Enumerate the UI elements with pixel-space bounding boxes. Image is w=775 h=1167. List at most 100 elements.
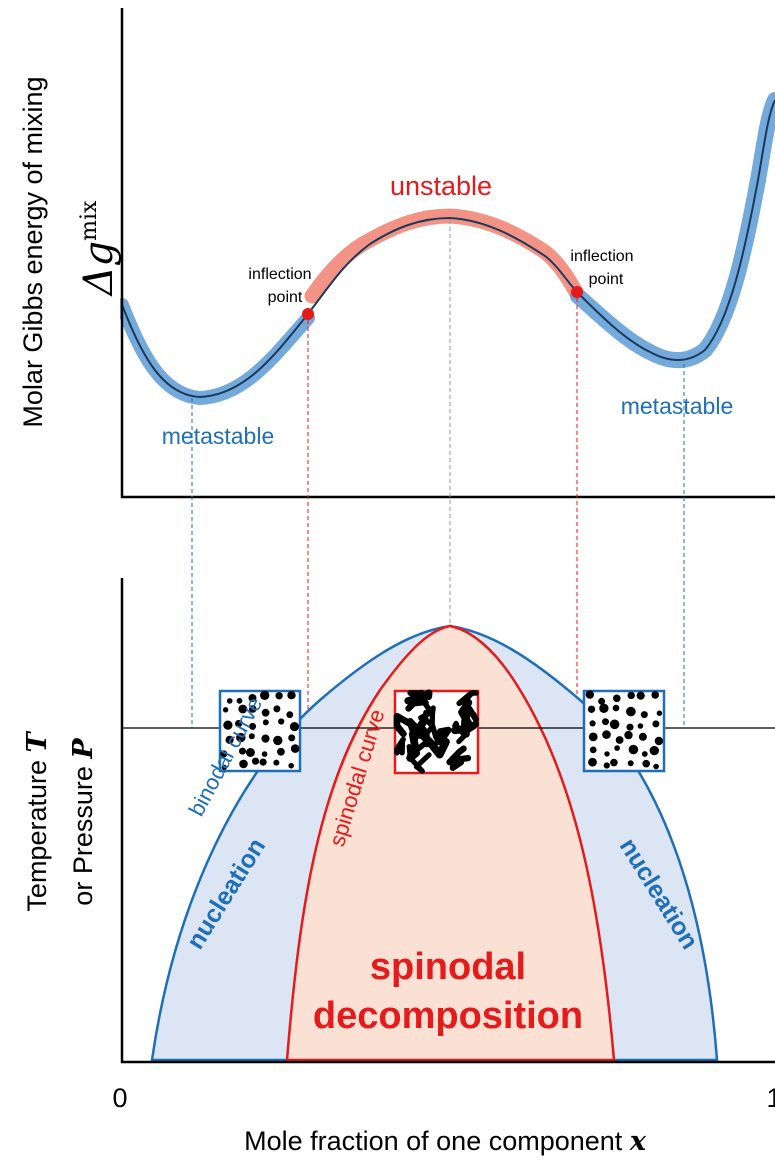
droplet	[652, 720, 660, 728]
pressure-symbol: P	[68, 738, 99, 760]
droplet	[610, 758, 618, 767]
top-y-symbol-text: Δgmix	[76, 200, 122, 297]
top-y-label-text: Molar Gibbs energy of mixing	[18, 76, 48, 427]
droplet	[290, 744, 300, 753]
spinodal-domain	[449, 755, 465, 771]
gibbs-energy-panel	[120, 92, 775, 406]
droplet	[636, 691, 645, 700]
spinodal-region	[285, 624, 616, 1062]
spinodal-domain	[452, 720, 468, 745]
droplet	[602, 718, 609, 726]
droplet	[627, 760, 634, 767]
bottom-y-label-line1: Temperature T	[22, 731, 53, 912]
delta-g-symbol: Δg	[76, 241, 122, 298]
mix-superscript: mix	[77, 200, 102, 241]
droplet	[277, 747, 285, 756]
svg-text:or Pressure P: or Pressure P	[68, 738, 99, 906]
droplet	[640, 711, 648, 719]
droplet	[239, 759, 248, 769]
droplet	[628, 744, 639, 755]
droplet	[589, 720, 596, 727]
droplet	[288, 734, 296, 742]
x-tick-1: 1	[766, 1083, 775, 1113]
droplet	[626, 706, 636, 717]
nucleation-microstructure-left	[218, 689, 302, 773]
spinodal-domain	[451, 716, 469, 735]
svg-text:Temperature T: Temperature T	[22, 731, 53, 912]
droplet	[649, 745, 659, 756]
inflection-right-label-line1: inflection	[570, 248, 633, 265]
droplet	[588, 732, 598, 742]
spinodal-domain	[433, 726, 452, 746]
droplet	[278, 718, 285, 725]
droplet	[262, 719, 269, 726]
spinodal-domain	[404, 689, 433, 705]
droplet	[259, 758, 267, 766]
droplet	[220, 750, 228, 758]
droplet	[238, 704, 248, 714]
droplet	[614, 745, 620, 751]
top-y-symbol: Δgmix	[76, 200, 122, 297]
droplet	[222, 707, 229, 713]
interconnected-pattern	[393, 689, 480, 774]
droplet	[245, 748, 255, 757]
droplet	[226, 698, 233, 704]
droplet	[599, 703, 609, 713]
spinodal-microstructure	[393, 689, 480, 775]
inflection-point-left	[302, 308, 314, 320]
droplet	[249, 705, 257, 713]
droplet	[248, 694, 257, 702]
droplet	[248, 733, 255, 740]
droplet	[287, 691, 296, 700]
droplet	[587, 705, 596, 713]
droplet	[260, 690, 270, 700]
droplet-pattern-right	[585, 690, 664, 770]
droplet	[261, 751, 268, 757]
droplet	[286, 711, 294, 719]
droplet	[261, 708, 270, 717]
droplet	[288, 762, 295, 769]
inflection-right-label-line2: point	[589, 271, 624, 288]
droplet-pattern-left	[220, 690, 300, 771]
droplet	[261, 734, 270, 743]
x-axis-symbol: x	[629, 1126, 647, 1157]
top-y-label: Molar Gibbs energy of mixing	[18, 76, 48, 427]
gibbs-energy-curve	[121, 99, 775, 399]
droplet	[221, 764, 227, 771]
spinodal-domain	[394, 736, 406, 756]
unstable-label: unstable	[390, 171, 492, 201]
temperature-text: Temperature	[22, 753, 52, 912]
x-axis-label-text: Mole fraction of one component	[244, 1126, 630, 1156]
spinodal-decomposition-line1: spinodal	[370, 946, 526, 988]
nucleation-microstructure-right	[582, 689, 666, 773]
droplet	[239, 747, 246, 755]
spinodal-domain	[461, 695, 480, 723]
droplet	[273, 705, 281, 713]
bottom-y-label-line2: or Pressure P	[68, 738, 99, 906]
droplet	[615, 736, 624, 744]
spinodal-domain	[393, 712, 413, 738]
droplet	[613, 694, 621, 703]
temperature-symbol: T	[22, 731, 53, 753]
droplet	[642, 759, 650, 768]
droplet	[289, 722, 300, 732]
droplet	[236, 732, 246, 743]
droplet	[588, 757, 597, 767]
droplet	[249, 722, 257, 730]
droplet	[627, 691, 635, 700]
droplet	[654, 736, 664, 746]
droplet	[225, 735, 234, 744]
droplet	[651, 691, 659, 699]
inflection-point-right	[571, 286, 583, 298]
x-axis-label: Mole fraction of one component x	[244, 1126, 647, 1157]
droplet	[585, 690, 594, 699]
droplet	[656, 710, 663, 716]
droplet	[602, 730, 611, 739]
spinodal-decomposition-line2: decomposition	[313, 995, 583, 1037]
droplet	[251, 757, 260, 765]
pressure-text: or Pressure	[68, 759, 98, 906]
droplet	[637, 723, 644, 729]
droplet	[604, 751, 610, 757]
droplet	[273, 735, 283, 746]
